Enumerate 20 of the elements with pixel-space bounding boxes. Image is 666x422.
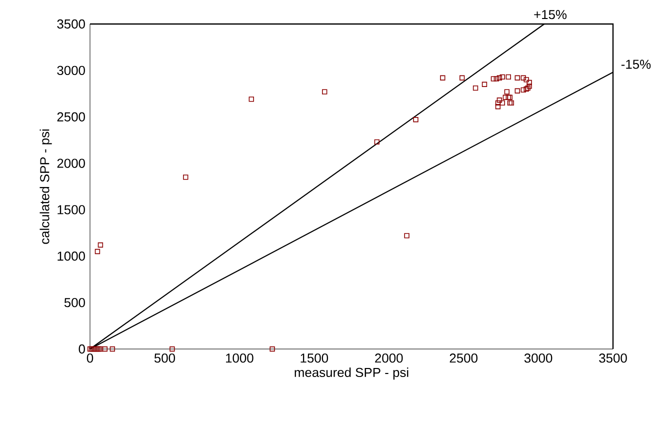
x-tick-label: 2000: [375, 354, 403, 363]
x-axis-title: measured SPP - psi: [294, 368, 408, 380]
x-tick-label: 1500: [300, 354, 328, 363]
x-tick-label: 3500: [599, 354, 627, 363]
x-tick-label: 1000: [226, 354, 254, 363]
x-tick-label: 2500: [450, 354, 478, 363]
y-tick-label: 500: [64, 298, 85, 308]
x-tick-label: 500: [154, 354, 176, 363]
y-axis-title: calculated SPP - psi: [40, 129, 52, 244]
y-tick-label: 3000: [57, 66, 85, 76]
y-tick-label: 2000: [57, 158, 85, 168]
x-tick-label: 0: [86, 354, 94, 363]
x-tick-label: 3000: [524, 354, 552, 363]
y-tick-label: 3500: [57, 19, 85, 29]
y-tick-label: 1000: [58, 252, 85, 261]
y-tick-label: 0: [78, 344, 85, 354]
series-label: +15%: [534, 10, 567, 20]
y-tick-label: 2500: [57, 112, 85, 122]
y-tick-label: 1500: [58, 205, 85, 214]
series-label: -15%: [621, 60, 651, 69]
